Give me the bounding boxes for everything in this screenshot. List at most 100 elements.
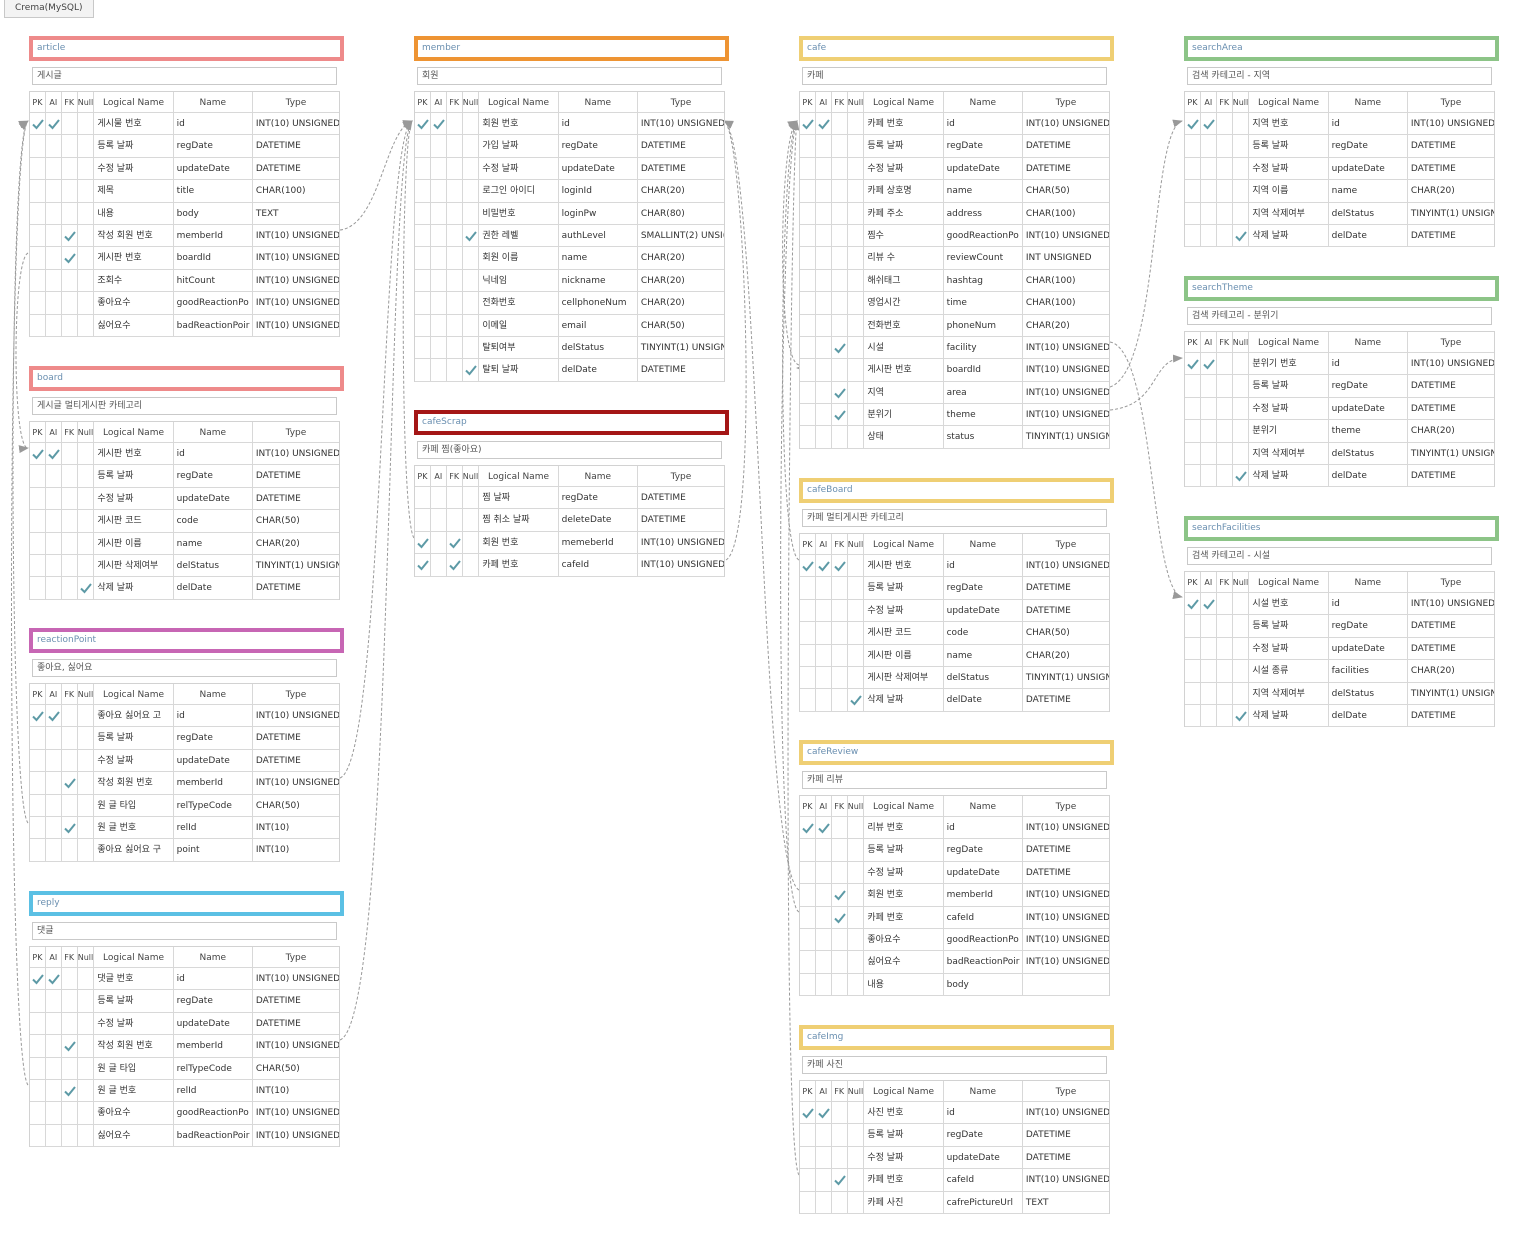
table-row[interactable]: 등록 날짜 regDate DATETIME <box>30 135 339 158</box>
table-row[interactable]: 삭제 날짜 delDate DATETIME <box>800 689 1109 712</box>
table-row[interactable]: 게시판 이름 name CHAR(20) <box>30 532 339 555</box>
table-row[interactable]: 영업시간 time CHAR(100) <box>800 292 1109 315</box>
table-row[interactable]: 전화번호 phoneNum CHAR(20) <box>800 314 1109 337</box>
table-row[interactable]: 원 글 번호 relId INT(10) <box>30 1079 339 1103</box>
entity-searchArea[interactable]: searchArea 검색 카테고리 - 지역 PK AI FK Null Logical … <box>1184 36 1499 248</box>
table-row[interactable]: 탈퇴 날짜 delDate DATETIME <box>415 359 724 382</box>
relationship-line[interactable] <box>723 120 747 561</box>
entity-title[interactable]: cafeScrap <box>414 410 729 435</box>
table-row[interactable]: 지역 삭제여부 delStatus TINYINT(1) UNSIGN <box>1185 682 1494 705</box>
table-row[interactable]: 수정 날짜 updateDate DATETIME <box>800 599 1109 623</box>
table-row[interactable]: 수정 날짜 updateDate DATETIME <box>1185 157 1494 181</box>
table-row[interactable]: 지역 삭제여부 delStatus TINYINT(1) UNSIGN <box>1185 202 1494 225</box>
entity-member[interactable]: member 회원 PK AI FK Null Logical Name Name Type 회원… <box>414 36 729 382</box>
relationship-line[interactable] <box>15 252 29 453</box>
entity-title[interactable]: reactionPoint <box>29 628 344 653</box>
relationship-line[interactable] <box>723 120 800 891</box>
entity-comment[interactable]: 카페 찜(좋아요) <box>417 441 722 459</box>
table-row[interactable]: 찜수 goodReactionPo INT(10) UNSIGNED <box>800 224 1109 248</box>
table-row[interactable]: 삭제 날짜 delDate DATETIME <box>1185 464 1494 488</box>
table-row[interactable]: 등록 날짜 regDate DATETIME <box>800 839 1109 862</box>
table-row[interactable]: 분위기 theme INT(10) UNSIGNED <box>800 404 1109 427</box>
entity-reply[interactable]: reply 댓글 PK AI FK Null Logical Name Name Type 댓글 … <box>29 891 344 1148</box>
entity-title[interactable]: member <box>414 36 729 61</box>
table-row[interactable]: 제목 title CHAR(100) <box>30 180 339 203</box>
relationship-line[interactable] <box>11 120 29 1086</box>
entity-searchFacilities[interactable]: searchFacilities 검색 카테고리 - 시설 PK AI FK Null Lo… <box>1184 516 1499 728</box>
table-row[interactable]: 수정 날짜 updateDate DATETIME <box>30 749 339 773</box>
table-row[interactable]: 카페 주소 address CHAR(100) <box>800 202 1109 225</box>
table-row[interactable]: 수정 날짜 updateDate DATETIME <box>30 157 339 181</box>
table-row[interactable]: 카페 상호명 name CHAR(50) <box>800 180 1109 203</box>
entity-reactionPoint[interactable]: reactionPoint 좋아요, 싫어요 PK AI FK Null Logical N… <box>29 628 344 862</box>
relationship-line[interactable] <box>780 120 800 913</box>
table-row[interactable]: 등록 날짜 regDate DATETIME <box>800 1124 1109 1147</box>
table-row[interactable]: 시설 번호 id INT(10) UNSIGNED <box>1185 593 1494 616</box>
table-row[interactable]: 사진 번호 id INT(10) UNSIGNED <box>800 1102 1109 1125</box>
table-row[interactable]: 게시판 삭제여부 delStatus TINYINT(1) UNSIGN <box>800 666 1109 690</box>
table-row[interactable]: 좋아요수 goodReactionPo INT(10) UNSIGNED <box>30 292 339 315</box>
entity-comment[interactable]: 회원 <box>417 67 722 85</box>
entity-title[interactable]: board <box>29 366 344 391</box>
entity-title[interactable]: article <box>29 36 344 61</box>
relationship-line[interactable] <box>782 120 800 561</box>
entity-comment[interactable]: 카페 멀티게시판 카테고리 <box>802 509 1107 527</box>
table-row[interactable]: 회원 이름 name CHAR(20) <box>415 247 724 270</box>
relationship-line[interactable] <box>12 120 29 824</box>
table-row[interactable]: 수정 날짜 updateDate DATETIME <box>800 861 1109 885</box>
table-row[interactable]: 등록 날짜 regDate DATETIME <box>1185 135 1494 158</box>
entity-comment[interactable]: 카페 사진 <box>802 1056 1107 1074</box>
table-row[interactable]: 등록 날짜 regDate DATETIME <box>30 465 339 488</box>
table-row[interactable]: 좋아요수 goodReactionPo INT(10) UNSIGNED <box>800 928 1109 952</box>
table-row[interactable]: 권한 레벨 authLevel SMALLINT(2) UNSI( <box>415 224 724 248</box>
table-row[interactable]: 내용 body TEXT <box>30 202 339 225</box>
table-row[interactable]: 삭제 날짜 delDate DATETIME <box>30 577 339 600</box>
table-row[interactable]: 이메일 email CHAR(50) <box>415 314 724 337</box>
entity-cafeScrap[interactable]: cafeScrap 카페 찜(좋아요) PK AI FK Null Logical Name… <box>414 410 729 577</box>
table-row[interactable]: 지역 이름 name CHAR(20) <box>1185 180 1494 203</box>
entity-article[interactable]: article 게시글 PK AI FK Null Logical Name Name Type… <box>29 36 344 337</box>
table-row[interactable]: 싫어요수 badReactionPoir INT(10) UNSIGNED <box>30 1124 339 1148</box>
entity-title[interactable]: searchFacilities <box>1184 516 1499 541</box>
table-row[interactable]: 등록 날짜 regDate DATETIME <box>30 727 339 750</box>
relationship-line[interactable] <box>787 120 800 1176</box>
entity-comment[interactable]: 게시글 멀티게시판 카테고리 <box>32 397 337 415</box>
entity-title[interactable]: searchTheme <box>1184 276 1499 301</box>
entity-comment[interactable]: 검색 카테고리 - 분위기 <box>1187 307 1492 325</box>
table-row[interactable]: 지역 번호 id INT(10) UNSIGNED <box>1185 113 1494 136</box>
table-row[interactable]: 지역 삭제여부 delStatus TINYINT(1) UNSIGN <box>1185 442 1494 465</box>
entity-searchTheme[interactable]: searchTheme 검색 카테고리 - 분위기 PK AI FK Null Logica… <box>1184 276 1499 488</box>
table-row[interactable]: 게시판 코드 code CHAR(50) <box>30 510 339 533</box>
table-row[interactable]: 싫어요수 badReactionPoir INT(10) UNSIGNED <box>800 951 1109 974</box>
table-row[interactable]: 등록 날짜 regDate DATETIME <box>800 135 1109 158</box>
table-row[interactable]: 게시판 번호 id INT(10) UNSIGNED <box>800 555 1109 578</box>
table-row[interactable]: 카페 번호 id INT(10) UNSIGNED <box>800 113 1109 136</box>
table-row[interactable]: 카페 사진 cafrePictureUrl TEXT <box>800 1191 1109 1214</box>
entity-comment[interactable]: 검색 카테고리 - 지역 <box>1187 67 1492 85</box>
table-row[interactable]: 닉네임 nickname CHAR(20) <box>415 269 724 293</box>
diagram-tab[interactable]: Crema(MySQL) <box>4 0 94 18</box>
table-row[interactable]: 삭제 날짜 delDate DATETIME <box>1185 704 1494 728</box>
entity-comment[interactable]: 카페 <box>802 67 1107 85</box>
entity-title[interactable]: cafeReview <box>799 740 1114 765</box>
entity-comment[interactable]: 검색 카테고리 - 시설 <box>1187 547 1492 565</box>
entity-title[interactable]: reply <box>29 891 344 916</box>
table-row[interactable]: 시설 종류 facilities CHAR(20) <box>1185 660 1494 683</box>
table-row[interactable]: 탈퇴여부 delStatus TINYINT(1) UNSIGN <box>415 336 724 360</box>
table-row[interactable]: 시설 facility INT(10) UNSIGNED <box>800 336 1109 360</box>
table-row[interactable]: 리뷰 수 reviewCount INT UNSIGNED <box>800 247 1109 270</box>
relationship-line[interactable] <box>339 120 413 1041</box>
table-row[interactable]: 좋아요 싫어요 구 point INT(10) <box>30 839 339 862</box>
table-row[interactable]: 원 글 타입 relTypeCode CHAR(50) <box>30 794 339 817</box>
table-row[interactable]: 게시판 번호 id INT(10) UNSIGNED <box>30 443 339 466</box>
entity-cafeReview[interactable]: cafeReview 카페 리뷰 PK AI FK Null Logical Name Nam… <box>799 740 1114 997</box>
relationship-line[interactable] <box>1109 341 1183 599</box>
table-row[interactable]: 등록 날짜 regDate DATETIME <box>800 577 1109 600</box>
relationship-line[interactable] <box>339 120 413 231</box>
table-row[interactable]: 삭제 날짜 delDate DATETIME <box>1185 224 1494 248</box>
entity-board[interactable]: board 게시글 멀티게시판 카테고리 PK AI FK Null Logical Nam… <box>29 366 344 600</box>
table-row[interactable]: 카페 번호 cafeId INT(10) UNSIGNED <box>800 906 1109 929</box>
table-row[interactable]: 게시판 번호 boardId INT(10) UNSIGNED <box>800 359 1109 382</box>
entity-title[interactable]: cafeImg <box>799 1025 1114 1050</box>
relationship-line[interactable] <box>1109 354 1183 411</box>
